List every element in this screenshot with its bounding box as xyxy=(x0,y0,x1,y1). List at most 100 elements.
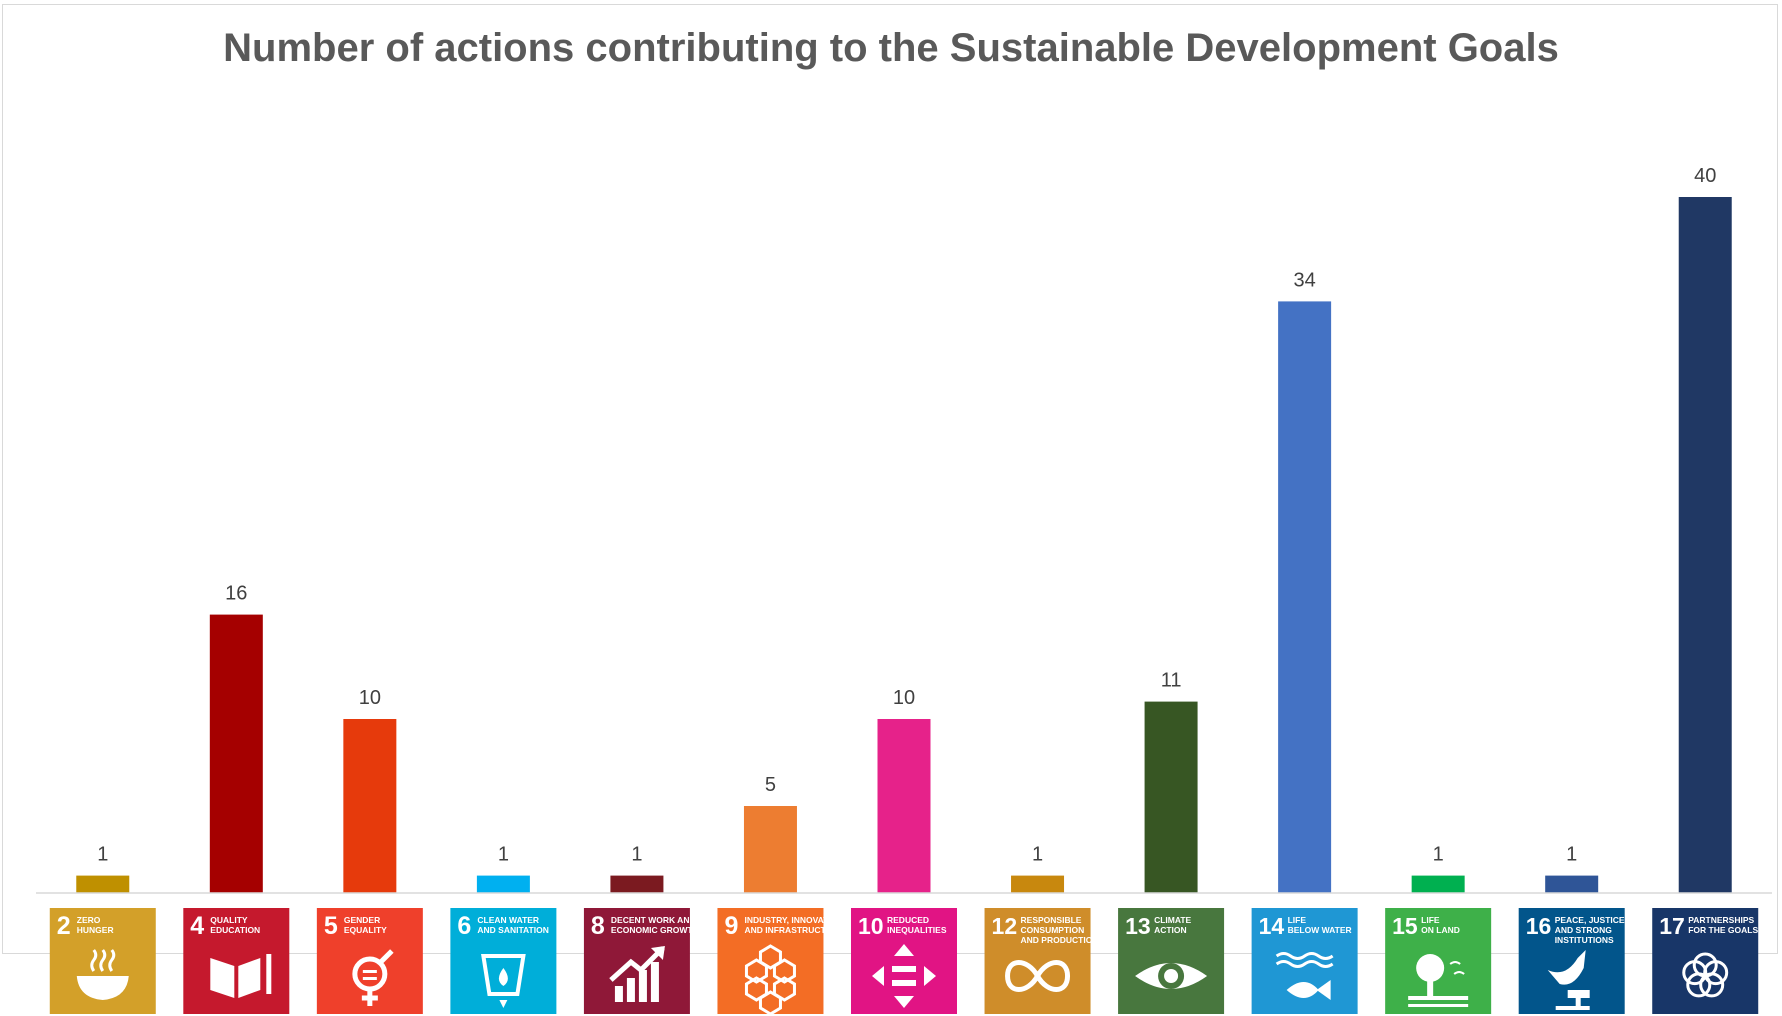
tile-number: 13 xyxy=(1125,913,1151,939)
cubes-icon xyxy=(744,944,796,1016)
data-label-sdg-13: 11 xyxy=(1161,670,1182,692)
growth-chart-icon xyxy=(609,946,665,1002)
bar-sdg-6 xyxy=(476,875,530,893)
bar-sdg-13 xyxy=(1144,701,1198,893)
bar-sdg-16 xyxy=(1545,875,1599,893)
tile-name-line: EDUCATION xyxy=(210,925,260,935)
tile-name-line: PEACE, JUSTICE xyxy=(1555,915,1625,925)
data-label-sdg-9: 5 xyxy=(765,774,776,796)
tile-background xyxy=(984,908,1091,1014)
data-label-sdg-6: 1 xyxy=(498,844,509,866)
tile-name-line: CLIMATE xyxy=(1154,915,1191,925)
tile-background xyxy=(1118,908,1225,1014)
book-icon xyxy=(210,954,272,998)
tile-number: 5 xyxy=(324,912,338,940)
tile-name-line: INSTITUTIONS xyxy=(1555,935,1614,945)
bar-sdg-4 xyxy=(209,614,263,893)
bar-sdg-10 xyxy=(877,719,931,893)
tile-name-line: FOR THE GOALS xyxy=(1688,925,1758,935)
tile-name-line: QUALITY xyxy=(210,915,248,925)
data-label-sdg-4: 16 xyxy=(225,583,247,605)
tile-number: 15 xyxy=(1392,913,1418,939)
tile-name-line: DECENT WORK AND xyxy=(611,915,696,925)
tile-background xyxy=(717,908,824,1014)
tile-number: 9 xyxy=(724,912,738,940)
tile-name-line: CLEAN WATER xyxy=(477,915,539,925)
tile-background xyxy=(583,908,690,1014)
bar-sdg-8 xyxy=(610,875,664,893)
tile-number: 6 xyxy=(457,912,471,940)
tile-background xyxy=(183,908,290,1014)
tile-number: 16 xyxy=(1526,913,1552,939)
tile-name-line: PARTNERSHIPS xyxy=(1688,915,1754,925)
tile-name-line: GENDER xyxy=(344,915,380,925)
data-label-sdg-2: 1 xyxy=(97,844,108,866)
bar-sdg-9 xyxy=(743,806,797,893)
tile-name-line: HUNGER xyxy=(77,925,114,935)
tile-name-line: REDUCED xyxy=(887,915,929,925)
tile-background xyxy=(1652,908,1759,1014)
data-label-sdg-5: 10 xyxy=(359,687,381,709)
tile-number: 4 xyxy=(190,912,204,940)
tile-name-line: ON LAND xyxy=(1421,925,1460,935)
bar-sdg-15 xyxy=(1411,875,1465,893)
data-label-sdg-16: 1 xyxy=(1566,844,1577,866)
chart-title: Number of actions contributing to the Su… xyxy=(223,26,1559,70)
water-icon xyxy=(481,954,526,1008)
tile-name-line: BELOW WATER xyxy=(1288,925,1352,935)
infinity-icon xyxy=(1005,960,1071,992)
tile-name-line: INDUSTRY, INNOVATION xyxy=(744,915,843,925)
tile-name-line: LIFE xyxy=(1288,915,1307,925)
data-label-sdg-10: 10 xyxy=(893,687,915,709)
tile-number: 14 xyxy=(1259,913,1285,939)
tile-name-line: ACTION xyxy=(1154,925,1187,935)
tile-name-line: INEQUALITIES xyxy=(887,925,947,935)
tile-name-line: EQUALITY xyxy=(344,925,387,935)
equality-arrows-icon xyxy=(872,944,936,1008)
data-label-sdg-12: 1 xyxy=(1032,844,1043,866)
tile-name-line: RESPONSIBLE xyxy=(1021,915,1082,925)
bowl-icon xyxy=(76,949,129,1000)
tile-name-line: LIFE xyxy=(1421,915,1440,925)
tile-name-line: AND PRODUCTION xyxy=(1021,935,1099,945)
tile-background xyxy=(450,908,557,1014)
eye-globe-icon xyxy=(1135,963,1208,989)
tile-name-line: CONSUMPTION xyxy=(1021,925,1085,935)
tile-number: 12 xyxy=(992,913,1018,939)
bar-sdg-17 xyxy=(1678,197,1732,893)
fish-icon xyxy=(1275,952,1334,1000)
bar-sdg-2 xyxy=(76,875,130,893)
tile-name-line: ZERO xyxy=(77,915,101,925)
tile-name-line: AND INFRASTRUCTURE xyxy=(744,925,843,935)
bar-sdg-12 xyxy=(1011,875,1065,893)
data-label-sdg-8: 1 xyxy=(631,844,642,866)
tile-number: 17 xyxy=(1659,913,1685,939)
data-label-sdg-15: 1 xyxy=(1433,844,1444,866)
tile-name-line: AND STRONG xyxy=(1555,925,1613,935)
bar-sdg-5 xyxy=(343,719,397,893)
tile-name-line: AND SANITATION xyxy=(477,925,548,935)
tree-icon xyxy=(1408,954,1469,1007)
tile-number: 8 xyxy=(591,912,605,940)
gender-icon xyxy=(352,949,394,1006)
tile-name-line: ECONOMIC GROWTH xyxy=(611,925,699,935)
tile-number: 2 xyxy=(57,912,71,940)
data-label-sdg-17: 40 xyxy=(1694,165,1716,187)
dove-gavel-icon xyxy=(1547,950,1590,1010)
flower-rings-icon xyxy=(1682,952,1729,998)
tile-number: 10 xyxy=(858,913,884,939)
